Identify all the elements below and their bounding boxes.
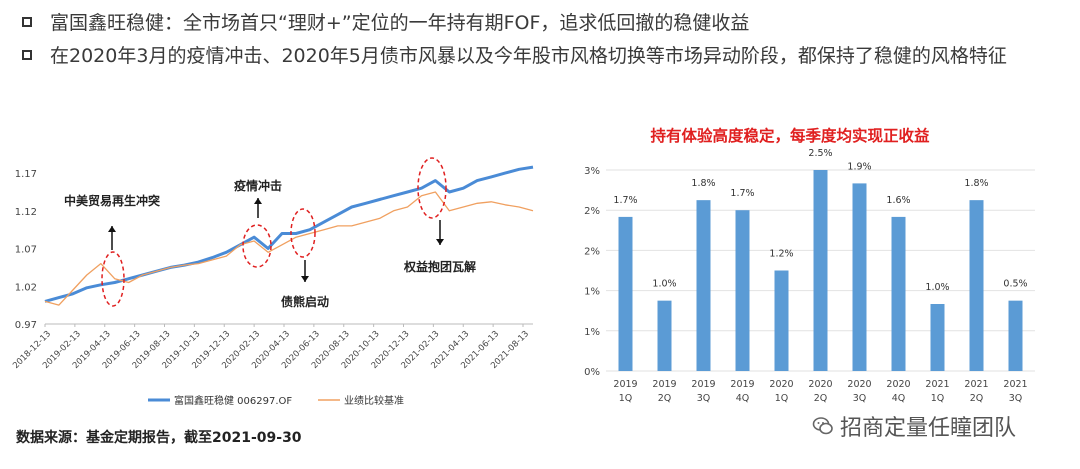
highlight-ellipse [417,157,447,219]
bar [852,183,867,371]
y-tick-label: 1.17 [15,169,37,180]
annotation-arrowhead [301,276,309,282]
y-tick-label: 0% [584,367,600,378]
y-tick-label: 3% [584,166,600,177]
data-label: 1.0% [652,279,676,290]
highlight-ellipse [101,251,125,307]
x-tick-label-year: 2021 [1003,379,1027,390]
data-label: 1.0% [925,282,949,293]
x-tick-label-quarter: 1Q [775,393,789,404]
chart-title: 持有体验高度稳定，每季度均实现正收益 [650,126,930,145]
annotation-label: 债熊启动 [281,294,329,309]
x-tick-label-quarter: 1Q [619,393,633,404]
square-bullet-icon [22,49,32,60]
x-tick-label-quarter: 3Q [697,393,711,404]
x-tick-label-quarter: 2Q [658,393,672,404]
data-label: 1.8% [691,178,715,189]
y-tick-label: 1.02 [15,282,37,293]
annotation-label: 权益抱团瓦解 [403,259,476,274]
highlight-ellipse [242,224,272,268]
annotation-arrowhead [436,239,444,245]
bar [774,270,789,371]
y-tick-label: 2% [584,246,600,257]
bar [813,170,828,371]
x-tick-label-year: 2021 [964,379,988,390]
x-tick-label-quarter: 3Q [1009,393,1023,404]
x-tick-label-quarter: 2Q [970,393,984,404]
x-tick-label-year: 2019 [613,379,637,390]
x-tick-label-quarter: 2Q [814,393,828,404]
annotation-arrowhead [108,226,116,232]
x-tick-label-year: 2019 [652,379,676,390]
data-source-note: 数据来源：基金定期报告，截至2021-09-30 [16,430,302,446]
data-label: 1.2% [769,249,793,260]
wechat-icon [812,417,833,435]
y-tick-label: 1.12 [15,207,37,218]
bar [657,300,672,371]
bullet-2-text: 在2020年3月的疫情冲击、2020年5月债市风暴以及今年股市风格切换等市场异动… [50,45,1007,67]
data-label: 1.9% [847,161,871,172]
x-tick-label-year: 2020 [847,379,871,390]
x-tick-label-quarter: 4Q [736,393,750,404]
bar [891,216,906,371]
data-label: 1.6% [886,195,910,206]
bar [696,200,711,371]
data-label: 0.5% [1003,279,1027,290]
watermark: 招商定量任瞳团队 [812,410,1016,442]
highlight-ellipse [290,208,316,258]
y-tick-label: 1% [584,287,600,298]
watermark-text: 招商定量任瞳团队 [840,416,1017,441]
bar [618,216,633,371]
data-label: 1.7% [730,188,754,199]
bar [1008,300,1023,371]
legend-label: 业绩比较基准 [344,394,404,407]
annotation-arrowhead [254,198,262,204]
x-tick-label-year: 2019 [691,379,715,390]
legend-label: 富国鑫旺稳健 006297.OF [174,394,292,407]
x-tick-label-year: 2020 [886,379,910,390]
x-tick-label-year: 2021 [925,379,949,390]
bar-chart: 持有体验高度稳定，每季度均实现正收益 0% 1% 1% 2% 2% 3% 1.7% 2019 1Q… [584,126,1035,404]
annotation-label: 中美贸易再生冲突 [64,193,160,208]
bar [930,304,945,371]
bar [735,210,750,371]
x-tick-label-year: 2020 [769,379,793,390]
y-tick-label: 1.07 [15,245,37,256]
bullet-1: 富国鑫旺稳健：全市场首只“理财+”定位的一年持有期FOF，追求低回撤的稳健收益 [22,8,749,35]
square-bullet-icon [22,16,32,27]
bullet-2: 在2020年3月的疫情冲击、2020年5月债市风暴以及今年股市风格切换等市场异动… [22,41,1007,68]
y-tick-label: 2% [584,206,600,217]
x-tick-label-quarter: 1Q [931,393,945,404]
series-line-2 [44,191,534,306]
series-line-1 [44,165,534,303]
data-label: 1.7% [613,195,637,206]
x-tick-label-quarter: 4Q [892,393,906,404]
line-chart: 0.971.021.071.121.172018-12-132019-02-13… [11,157,534,407]
y-tick-label: 1% [584,327,600,338]
bar [969,200,984,371]
bullet-1-text: 富国鑫旺稳健：全市场首只“理财+”定位的一年持有期FOF，追求低回撤的稳健收益 [50,12,750,34]
data-label: 2.5% [808,148,832,159]
data-label: 1.8% [964,178,988,189]
x-tick-label-quarter: 3Q [853,393,867,404]
x-tick-label-year: 2019 [730,379,754,390]
annotation-label: 疫情冲击 [234,178,282,193]
x-tick-label-year: 2020 [808,379,832,390]
y-tick-label: 0.97 [15,320,37,331]
